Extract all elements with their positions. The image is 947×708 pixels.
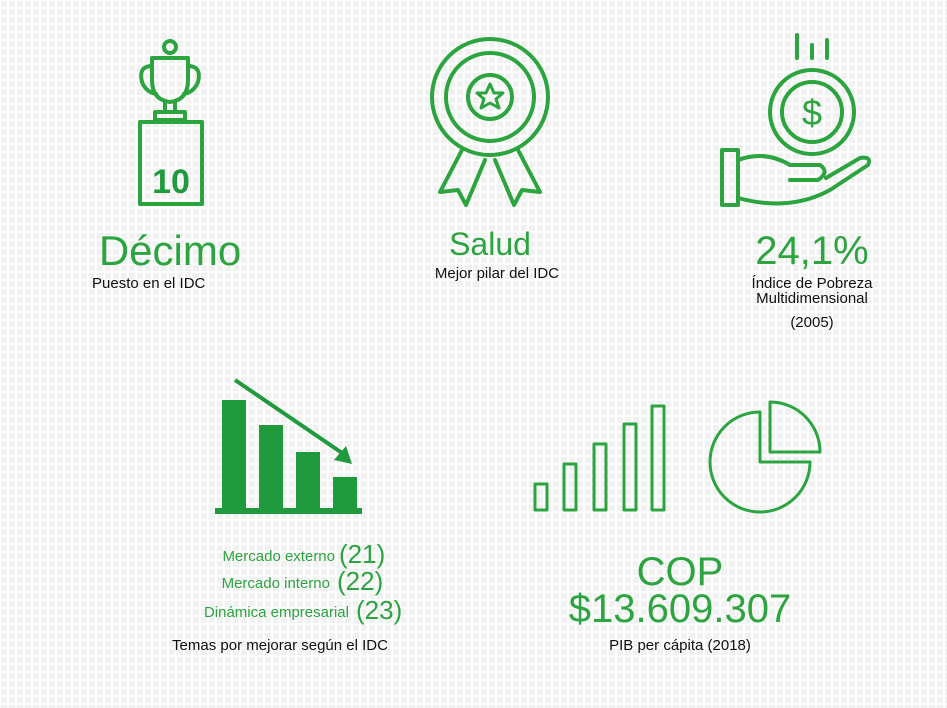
declining-bars-icon bbox=[215, 378, 362, 514]
topic-rank: (21) bbox=[339, 539, 385, 569]
topic-rank: (22) bbox=[337, 566, 383, 596]
item-label: Puesto en el IDC bbox=[92, 275, 206, 292]
item-label: Multidimensional bbox=[756, 290, 868, 307]
topics-caption: Temas por mejorar según el IDC bbox=[172, 637, 388, 654]
topic-rank: (23) bbox=[356, 595, 402, 625]
pib-label: PIB per cápita (2018) bbox=[609, 637, 751, 654]
topic-name: Mercado interno bbox=[222, 575, 330, 592]
item-label: Índice de Pobreza bbox=[752, 275, 874, 292]
growth-icon bbox=[533, 400, 822, 514]
medal-icon bbox=[430, 37, 550, 207]
money-symbol: $ bbox=[802, 92, 822, 133]
item-label: (2005) bbox=[790, 314, 833, 331]
topic-name: Mercado externo bbox=[222, 548, 335, 565]
item-label: Mejor pilar del IDC bbox=[435, 265, 559, 282]
item-value: Salud bbox=[449, 226, 531, 262]
trophy-icon bbox=[138, 39, 204, 206]
topic-name: Dinámica empresarial bbox=[204, 604, 349, 621]
trophy-badge: 10 bbox=[152, 163, 190, 201]
money-icon bbox=[720, 33, 871, 207]
pib-value: $13.609.307 bbox=[569, 587, 791, 631]
item-value: Décimo bbox=[99, 227, 241, 274]
item-value: 24,1% bbox=[755, 229, 868, 273]
pib-value: COP bbox=[637, 550, 724, 594]
